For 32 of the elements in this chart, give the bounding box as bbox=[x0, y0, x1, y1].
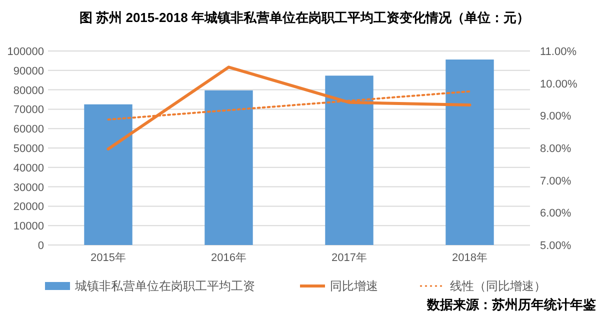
y-tick-label: 20000 bbox=[13, 201, 44, 214]
y-tick-label: 60000 bbox=[13, 124, 44, 136]
legend-label: 线性（同比增速） bbox=[450, 279, 546, 293]
x-tick-label: 2016年 bbox=[211, 252, 246, 264]
y2-tick-label: 11.00% bbox=[540, 46, 577, 58]
y-tick-label: 80000 bbox=[13, 84, 44, 97]
y2-tick-label: 5.00% bbox=[540, 240, 572, 252]
y-tick-label: 40000 bbox=[13, 162, 44, 174]
legend-label: 同比增速 bbox=[330, 279, 378, 293]
y-tick-label: 10000 bbox=[13, 220, 44, 233]
y-tick-label: 30000 bbox=[13, 182, 44, 194]
y-tick-label: 90000 bbox=[13, 65, 44, 78]
y-tick-label: 70000 bbox=[13, 104, 44, 116]
y-tick-label: 50000 bbox=[13, 143, 44, 155]
bar bbox=[84, 104, 132, 245]
x-tick-label: 2018年 bbox=[452, 252, 488, 264]
x-tick-label: 2015年 bbox=[90, 252, 126, 264]
source-note: 数据来源：苏州历年统计年鉴 bbox=[426, 297, 596, 312]
y-tick-label: 0 bbox=[38, 240, 44, 252]
bar bbox=[325, 76, 374, 245]
bar bbox=[204, 90, 253, 245]
y-tick-label: 100000 bbox=[7, 46, 44, 58]
y2-tick-label: 8.00% bbox=[540, 143, 572, 155]
x-tick-label: 2017年 bbox=[332, 252, 367, 264]
chart-title: 图 苏州 2015-2018 年城镇非私营单位在岗职工平均工资变化情况（单位：元） bbox=[79, 10, 530, 25]
y2-tick-label: 7.00% bbox=[540, 175, 572, 188]
bar bbox=[446, 60, 494, 245]
line-series bbox=[106, 66, 472, 150]
y2-tick-label: 6.00% bbox=[540, 208, 572, 220]
y2-tick-label: 9.00% bbox=[540, 110, 572, 123]
y2-tick-label: 10.00% bbox=[540, 78, 578, 90]
legend-label: 城镇非私营单位在岗职工平均工资 bbox=[74, 279, 255, 293]
